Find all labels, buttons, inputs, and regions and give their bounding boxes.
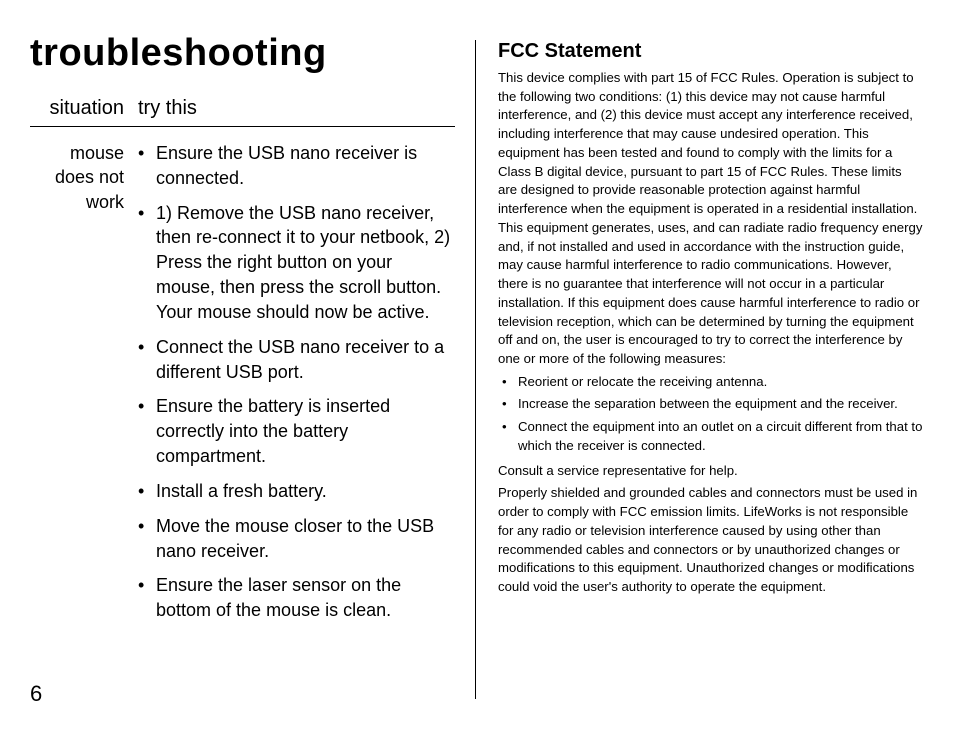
fcc-heading: FCC Statement bbox=[498, 40, 924, 63]
list-item: Connect the USB nano receiver to a diffe… bbox=[138, 335, 455, 385]
fcc-paragraph: Properly shielded and grounded cables an… bbox=[498, 484, 924, 596]
troubleshoot-header-row: situation try this bbox=[30, 97, 455, 126]
list-item: Ensure the USB nano receiver is connecte… bbox=[138, 141, 455, 191]
list-item: Ensure the battery is inserted correctly… bbox=[138, 394, 455, 468]
right-column: FCC Statement This device complies with … bbox=[476, 32, 924, 709]
situation-text: mouse does not work bbox=[30, 141, 124, 214]
page-title: troubleshooting bbox=[30, 32, 455, 75]
list-item: Reorient or relocate the receiving anten… bbox=[498, 373, 924, 392]
situation-cell: mouse does not work bbox=[30, 141, 138, 633]
fcc-paragraph: This device complies with part 15 of FCC… bbox=[498, 69, 924, 369]
header-rule bbox=[30, 126, 455, 127]
fcc-paragraph: Consult a service representative for hel… bbox=[498, 462, 924, 481]
list-item: Connect the equipment into an outlet on … bbox=[498, 418, 924, 455]
troubleshoot-row: mouse does not work Ensure the USB nano … bbox=[30, 141, 455, 633]
try-cell: Ensure the USB nano receiver is connecte… bbox=[138, 141, 455, 633]
left-column: troubleshooting situation try this mouse… bbox=[30, 32, 475, 709]
try-steps-list: Ensure the USB nano receiver is connecte… bbox=[138, 141, 455, 623]
col-header-try: try this bbox=[138, 97, 455, 126]
list-item: 1) Remove the USB nano receiver, then re… bbox=[138, 201, 455, 325]
list-item: Increase the separation between the equi… bbox=[498, 395, 924, 414]
col-header-situation: situation bbox=[30, 97, 138, 126]
page-number: 6 bbox=[30, 681, 42, 707]
fcc-measures-list: Reorient or relocate the receiving anten… bbox=[498, 373, 924, 456]
manual-page: troubleshooting situation try this mouse… bbox=[0, 0, 954, 729]
list-item: Ensure the laser sensor on the bottom of… bbox=[138, 573, 455, 623]
list-item: Install a fresh battery. bbox=[138, 479, 455, 504]
list-item: Move the mouse closer to the USB nano re… bbox=[138, 514, 455, 564]
